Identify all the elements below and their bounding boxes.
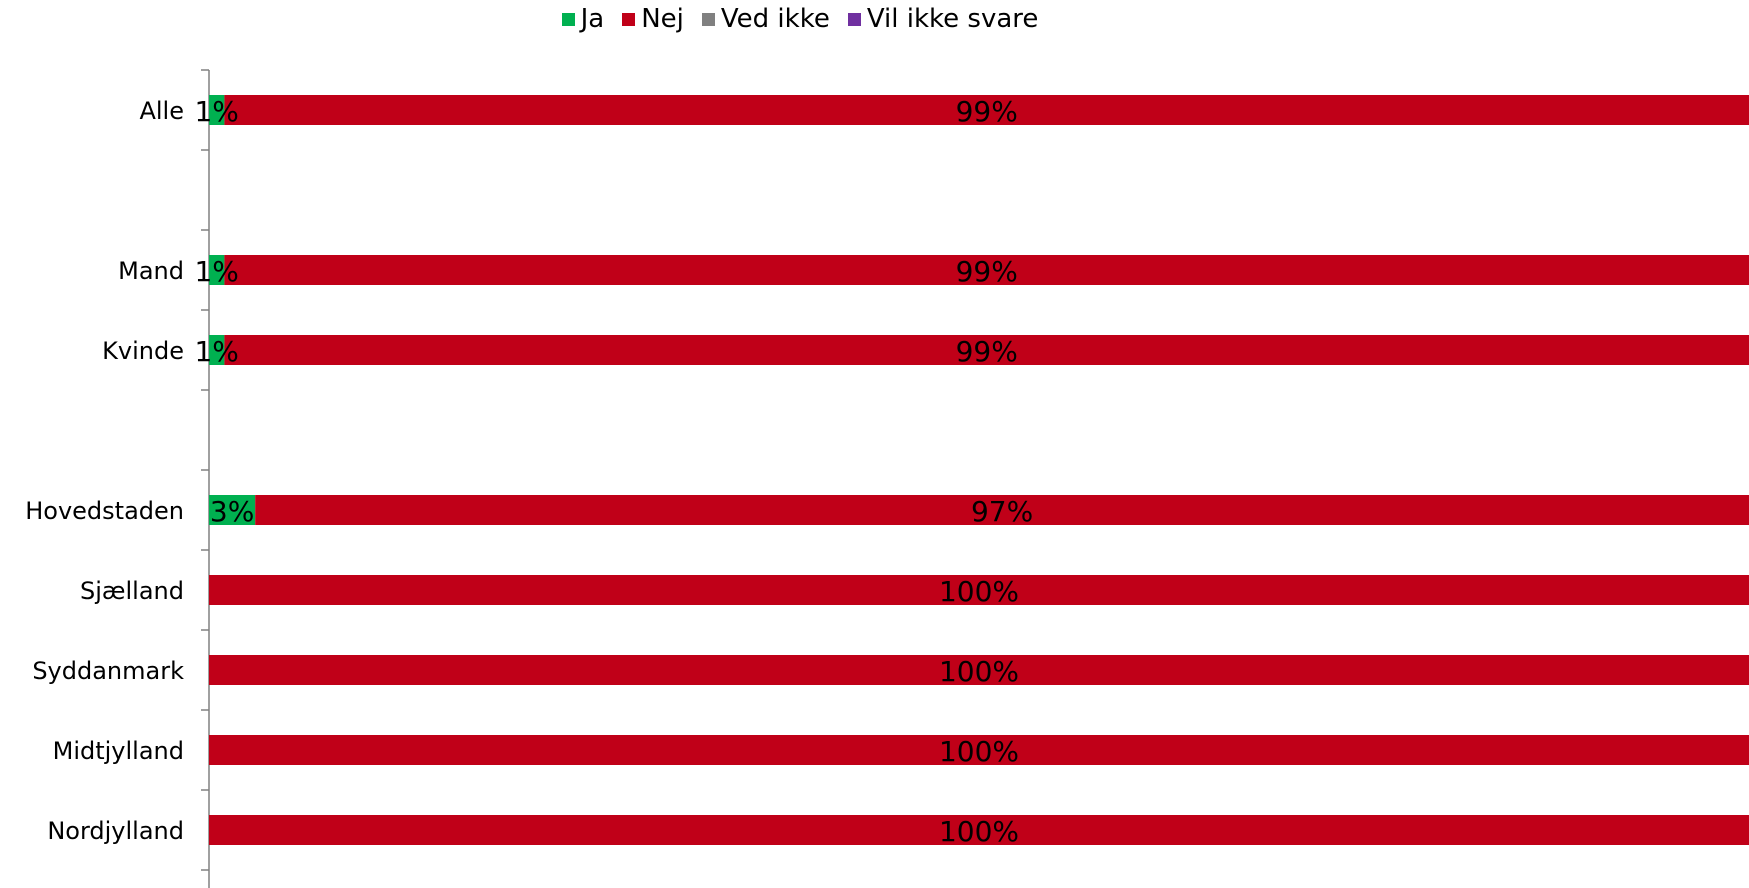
- data-label: 100%: [939, 655, 1019, 688]
- category-labels: Alle Mand Kvinde Hovedstaden Sjælland Syddanm…: [25, 97, 184, 845]
- legend-item-vil-ikke-svare: Vil ikke svare: [847, 2, 1039, 36]
- category-label: Syddanmark: [32, 657, 184, 685]
- legend-label-ved-ikke: Ved ikke: [720, 4, 830, 34]
- legend-swatch-ved-ikke: [701, 12, 715, 26]
- bar-segment: [209, 735, 1749, 765]
- data-label: 1%: [194, 95, 238, 128]
- data-label: 99%: [956, 335, 1018, 368]
- legend-swatch-nej: [622, 12, 636, 26]
- bar-segment: [224, 335, 1749, 365]
- data-label: 100%: [939, 815, 1019, 848]
- category-label: Sjælland: [80, 577, 184, 605]
- bar-segment: [209, 495, 256, 525]
- data-label: 100%: [939, 735, 1019, 768]
- legend-swatch-vil-ikke-svare: [847, 12, 861, 26]
- legend-label-nej: Nej: [641, 4, 684, 34]
- bar-segment: [255, 495, 1749, 525]
- bar-segment: [209, 95, 225, 125]
- legend-label-vil-ikke-svare: Vil ikke svare: [866, 4, 1039, 34]
- data-label: 3%: [210, 495, 254, 528]
- bar-segment: [224, 255, 1749, 285]
- legend-item-ved-ikke: Ved ikke: [701, 2, 830, 36]
- data-label: 99%: [956, 95, 1018, 128]
- category-label: Alle: [139, 97, 184, 125]
- bar-segment: [209, 335, 225, 365]
- legend-label-ja: Ja: [580, 4, 605, 34]
- y-axis: [201, 69, 210, 888]
- data-label: 97%: [971, 495, 1033, 528]
- data-label: 1%: [194, 255, 238, 288]
- legend-item-ja: Ja: [561, 2, 605, 36]
- category-label: Midtjylland: [53, 737, 184, 765]
- category-label: Hovedstaden: [25, 497, 184, 525]
- bar-segment: [209, 815, 1749, 845]
- chart-legend: Ja Nej Ved ikke Vil ikke svare: [0, 2, 1600, 36]
- bars: [209, 95, 1749, 845]
- data-label: 1%: [194, 335, 238, 368]
- bar-segment: [209, 575, 1749, 605]
- data-labels: 1% 99% 1% 99% 1% 99% 3% 97% 100% 100% 100% 100%: [194, 95, 1033, 848]
- bar-segment: [209, 655, 1749, 685]
- legend-item-nej: Nej: [622, 2, 684, 36]
- bar-segment: [224, 95, 1749, 125]
- category-label: Kvinde: [102, 337, 184, 365]
- data-label: 99%: [956, 255, 1018, 288]
- legend-swatch-ja: [561, 12, 575, 26]
- data-label: 100%: [939, 575, 1019, 608]
- bar-segment: [209, 255, 225, 285]
- category-label: Mand: [118, 257, 184, 285]
- category-label: Nordjylland: [47, 817, 184, 845]
